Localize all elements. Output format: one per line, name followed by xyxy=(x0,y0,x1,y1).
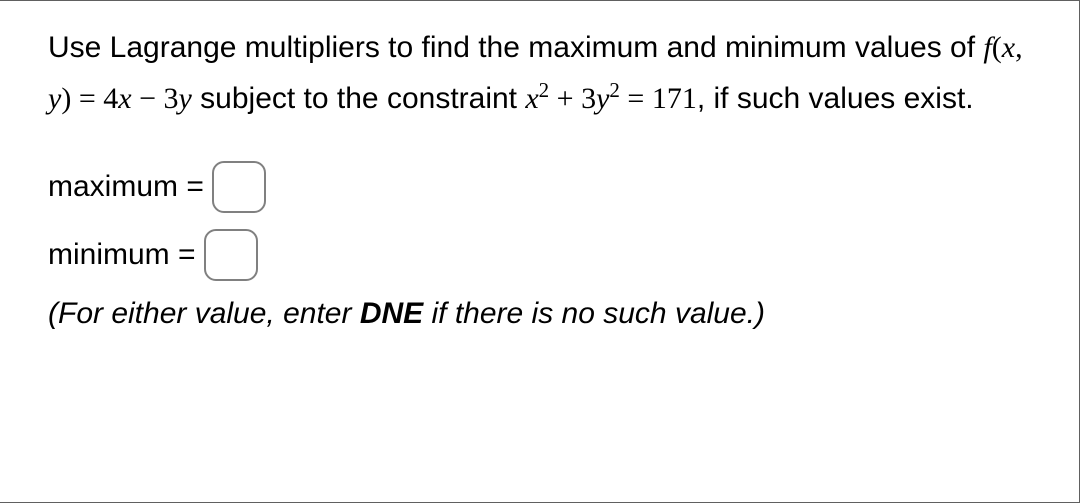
equals-2: = xyxy=(620,82,652,115)
minimum-row: minimum = xyxy=(48,229,1041,281)
problem-statement: Use Lagrange multipliers to find the max… xyxy=(48,23,1041,123)
paren-close: ) xyxy=(61,82,71,115)
constraint-val: 171 xyxy=(652,82,697,115)
func-comma: , xyxy=(1015,31,1023,64)
var-x: x xyxy=(118,82,131,115)
constraint-coef3: 3 xyxy=(581,82,596,115)
minimum-label: minimum = xyxy=(48,240,204,270)
plus-op: + xyxy=(549,82,581,115)
coef-4: 4 xyxy=(103,82,118,115)
var-y: y xyxy=(179,82,192,115)
hint-text: (For either value, enter DNE if there is… xyxy=(48,297,1041,331)
func-f: f xyxy=(983,31,991,64)
maximum-label: maximum = xyxy=(48,172,212,202)
hint-pre: (For either value, enter xyxy=(48,297,360,330)
answers-block: maximum = minimum = xyxy=(48,161,1041,281)
subject-text: subject to the constraint xyxy=(192,82,526,115)
hint-post: if there is no such value.) xyxy=(423,297,765,330)
paren-open: ( xyxy=(992,31,1002,64)
maximum-input[interactable] xyxy=(212,161,266,213)
func-x: x xyxy=(1002,31,1015,64)
hint-dne: DNE xyxy=(360,297,423,330)
constraint-y: y xyxy=(596,82,609,115)
minus-op: − xyxy=(132,82,164,115)
maximum-row: maximum = xyxy=(48,161,1041,213)
intro-text: Use Lagrange multipliers to find the max… xyxy=(48,31,983,64)
minimum-input[interactable] xyxy=(204,229,258,281)
problem-container: Use Lagrange multipliers to find the max… xyxy=(0,0,1080,503)
exp-2b: 2 xyxy=(609,78,620,102)
constraint-x: x xyxy=(525,82,538,115)
exp-2a: 2 xyxy=(539,78,550,102)
tail-text: , if such values exist. xyxy=(697,82,974,115)
func-y: y xyxy=(48,82,61,115)
equals-1: = xyxy=(71,82,103,115)
coef-3: 3 xyxy=(164,82,179,115)
